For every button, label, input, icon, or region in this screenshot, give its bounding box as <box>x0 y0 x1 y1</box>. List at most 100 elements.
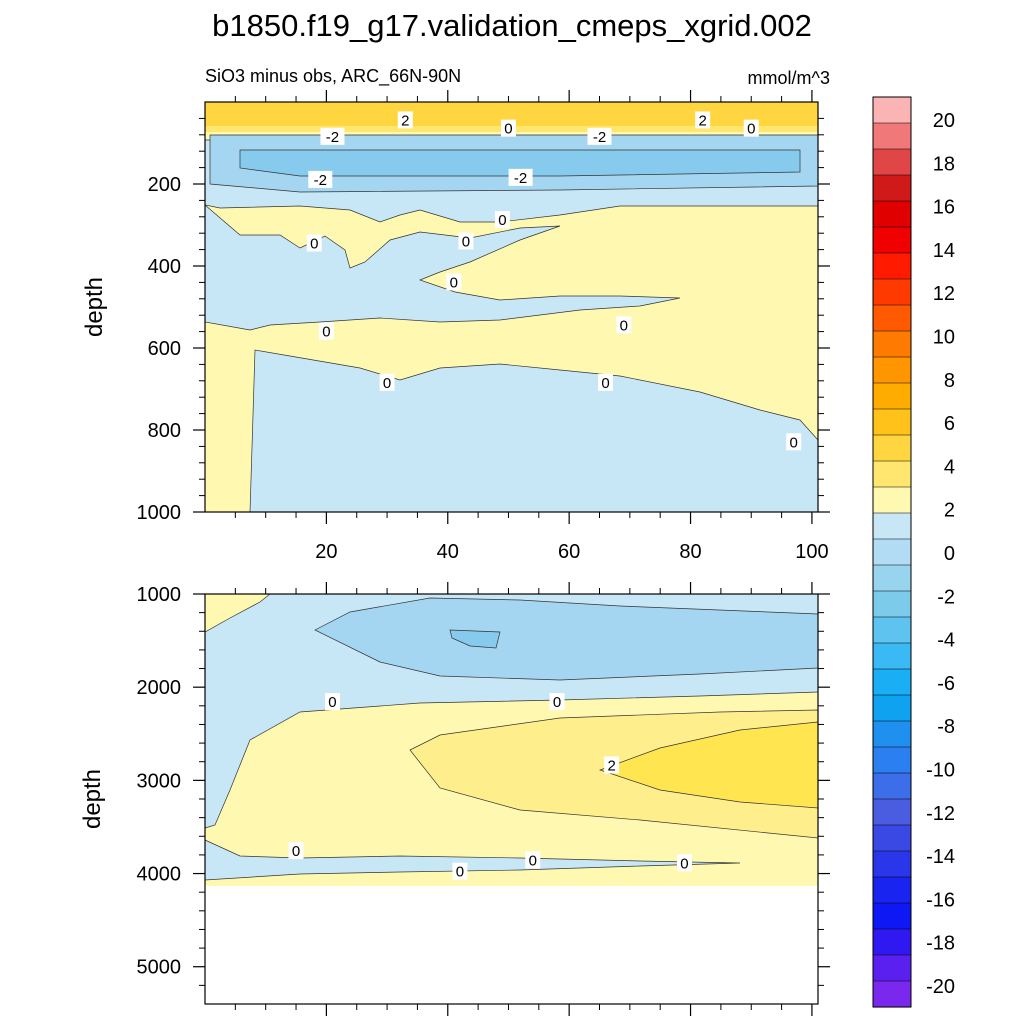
y-tick-label: 400 <box>148 256 181 278</box>
colorbar-swatch <box>872 304 912 332</box>
contour-label-box <box>306 234 322 252</box>
lower-positive-strongest <box>598 721 819 809</box>
chart-units: mmol/m^3 <box>748 68 830 88</box>
colorbar-swatch <box>872 96 912 124</box>
contour-label: 0 <box>450 274 458 291</box>
colorbar-swatch <box>872 174 912 202</box>
upper-y-axis-label: depth <box>81 277 108 337</box>
upper-plot-frame <box>204 101 819 513</box>
colorbar-label: 6 <box>944 413 955 435</box>
contour-label-box <box>452 862 468 880</box>
contour-label: -2 <box>314 172 327 189</box>
contour-label-box <box>308 170 333 188</box>
colorbar-swatch <box>872 382 912 410</box>
colorbar-swatch <box>872 902 912 930</box>
contour-label-box <box>587 127 612 145</box>
colorbar-label: 4 <box>944 456 955 478</box>
y-tick-label: 1000 <box>137 584 182 606</box>
colorbar-swatch <box>872 226 912 254</box>
upper-x-ticks: 20 40 60 80 100 <box>234 90 829 563</box>
contour-label: 0 <box>747 121 755 138</box>
contour-label-box <box>379 373 395 391</box>
contour-label: 0 <box>529 853 537 870</box>
contour-label-box <box>320 127 345 145</box>
colorbar-swatch <box>872 460 912 488</box>
colorbar-swatch <box>872 954 912 982</box>
lower-negative-innermost <box>449 629 501 649</box>
colorbar-swatch <box>872 278 912 306</box>
colorbar-swatch <box>872 512 912 540</box>
upper-strongest-negative <box>239 149 801 177</box>
colorbar-label: 18 <box>933 153 955 175</box>
colorbar-swatch <box>872 642 912 670</box>
colorbar-frame <box>872 96 912 1008</box>
colorbar-label: 12 <box>933 283 955 305</box>
colorbar-label: -6 <box>937 673 955 695</box>
contour-label: 0 <box>553 694 561 711</box>
contour-label-box <box>695 111 711 129</box>
contour-label-box <box>500 119 516 137</box>
colorbar-label: -18 <box>926 933 955 955</box>
contour-label: 0 <box>790 434 798 451</box>
contour-label-box <box>525 851 541 869</box>
colorbar-swatch <box>872 590 912 618</box>
contour-label: -2 <box>593 129 606 146</box>
colorbar-label: -10 <box>926 760 955 782</box>
contour-label: 0 <box>292 843 300 860</box>
y-tick-label: 3000 <box>137 770 182 792</box>
colorbar-label: 2 <box>944 500 955 522</box>
contour-label-box <box>676 854 692 872</box>
contour-label: 0 <box>620 317 628 334</box>
colorbar-label: -2 <box>937 586 955 608</box>
contour-label-box <box>598 373 614 391</box>
x-tick-label: 60 <box>558 541 580 563</box>
contour-label-box <box>786 433 802 451</box>
y-tick-label: 5000 <box>137 957 182 979</box>
contour-label: 0 <box>680 855 688 872</box>
contour-label-box <box>446 273 462 291</box>
contour-label: 0 <box>601 375 609 392</box>
contour-label-box <box>604 756 620 774</box>
colorbar-swatch <box>872 122 912 150</box>
colorbar-swatch <box>872 980 912 1008</box>
colorbar-swatch <box>872 330 912 358</box>
contour-label-box <box>494 211 510 229</box>
contour-label-box <box>324 693 340 711</box>
contour-label: 0 <box>498 212 506 229</box>
contour-label: -2 <box>326 129 339 146</box>
x-tick-label: 20 <box>315 541 337 563</box>
colorbar: 20181614121086420-2-4-6-8-10-12-14-16-18… <box>872 96 955 1008</box>
contour-label: 2 <box>699 112 707 129</box>
x-tick-label: 80 <box>679 541 701 563</box>
y-tick-label: 4000 <box>137 864 182 886</box>
colorbar-label: -8 <box>937 716 955 738</box>
colorbar-label: 0 <box>944 543 955 565</box>
lower-contour-labels: 0 0 2 0 0 0 0 <box>288 693 692 881</box>
contour-label-box <box>318 322 334 340</box>
colorbar-swatch <box>872 564 912 592</box>
colorbar-swatch <box>872 850 912 878</box>
colorbar-swatch <box>872 200 912 228</box>
y-tick-label: 600 <box>148 338 181 360</box>
lower-y-axis-label: depth <box>79 769 106 829</box>
colorbar-swatch <box>872 928 912 956</box>
colorbar-swatch <box>872 616 912 644</box>
colorbar-label: 16 <box>933 197 955 219</box>
chart-subtitle: SiO3 minus obs, ARC_66N-90N <box>205 66 461 87</box>
colorbar-swatch <box>872 876 912 904</box>
colorbar-swatch <box>872 772 912 800</box>
contour-label-box <box>397 111 413 129</box>
colorbar-label: -14 <box>926 846 955 868</box>
colorbar-swatch <box>872 538 912 566</box>
contour-label-box <box>743 119 759 137</box>
contour-label: -2 <box>514 170 527 187</box>
contour-label: 0 <box>504 121 512 138</box>
y-tick-label: 800 <box>148 420 181 442</box>
colorbar-swatch <box>872 798 912 826</box>
contour-label-box <box>508 168 533 186</box>
colorbar-label: -20 <box>926 976 955 998</box>
contour-label-box <box>288 842 304 860</box>
